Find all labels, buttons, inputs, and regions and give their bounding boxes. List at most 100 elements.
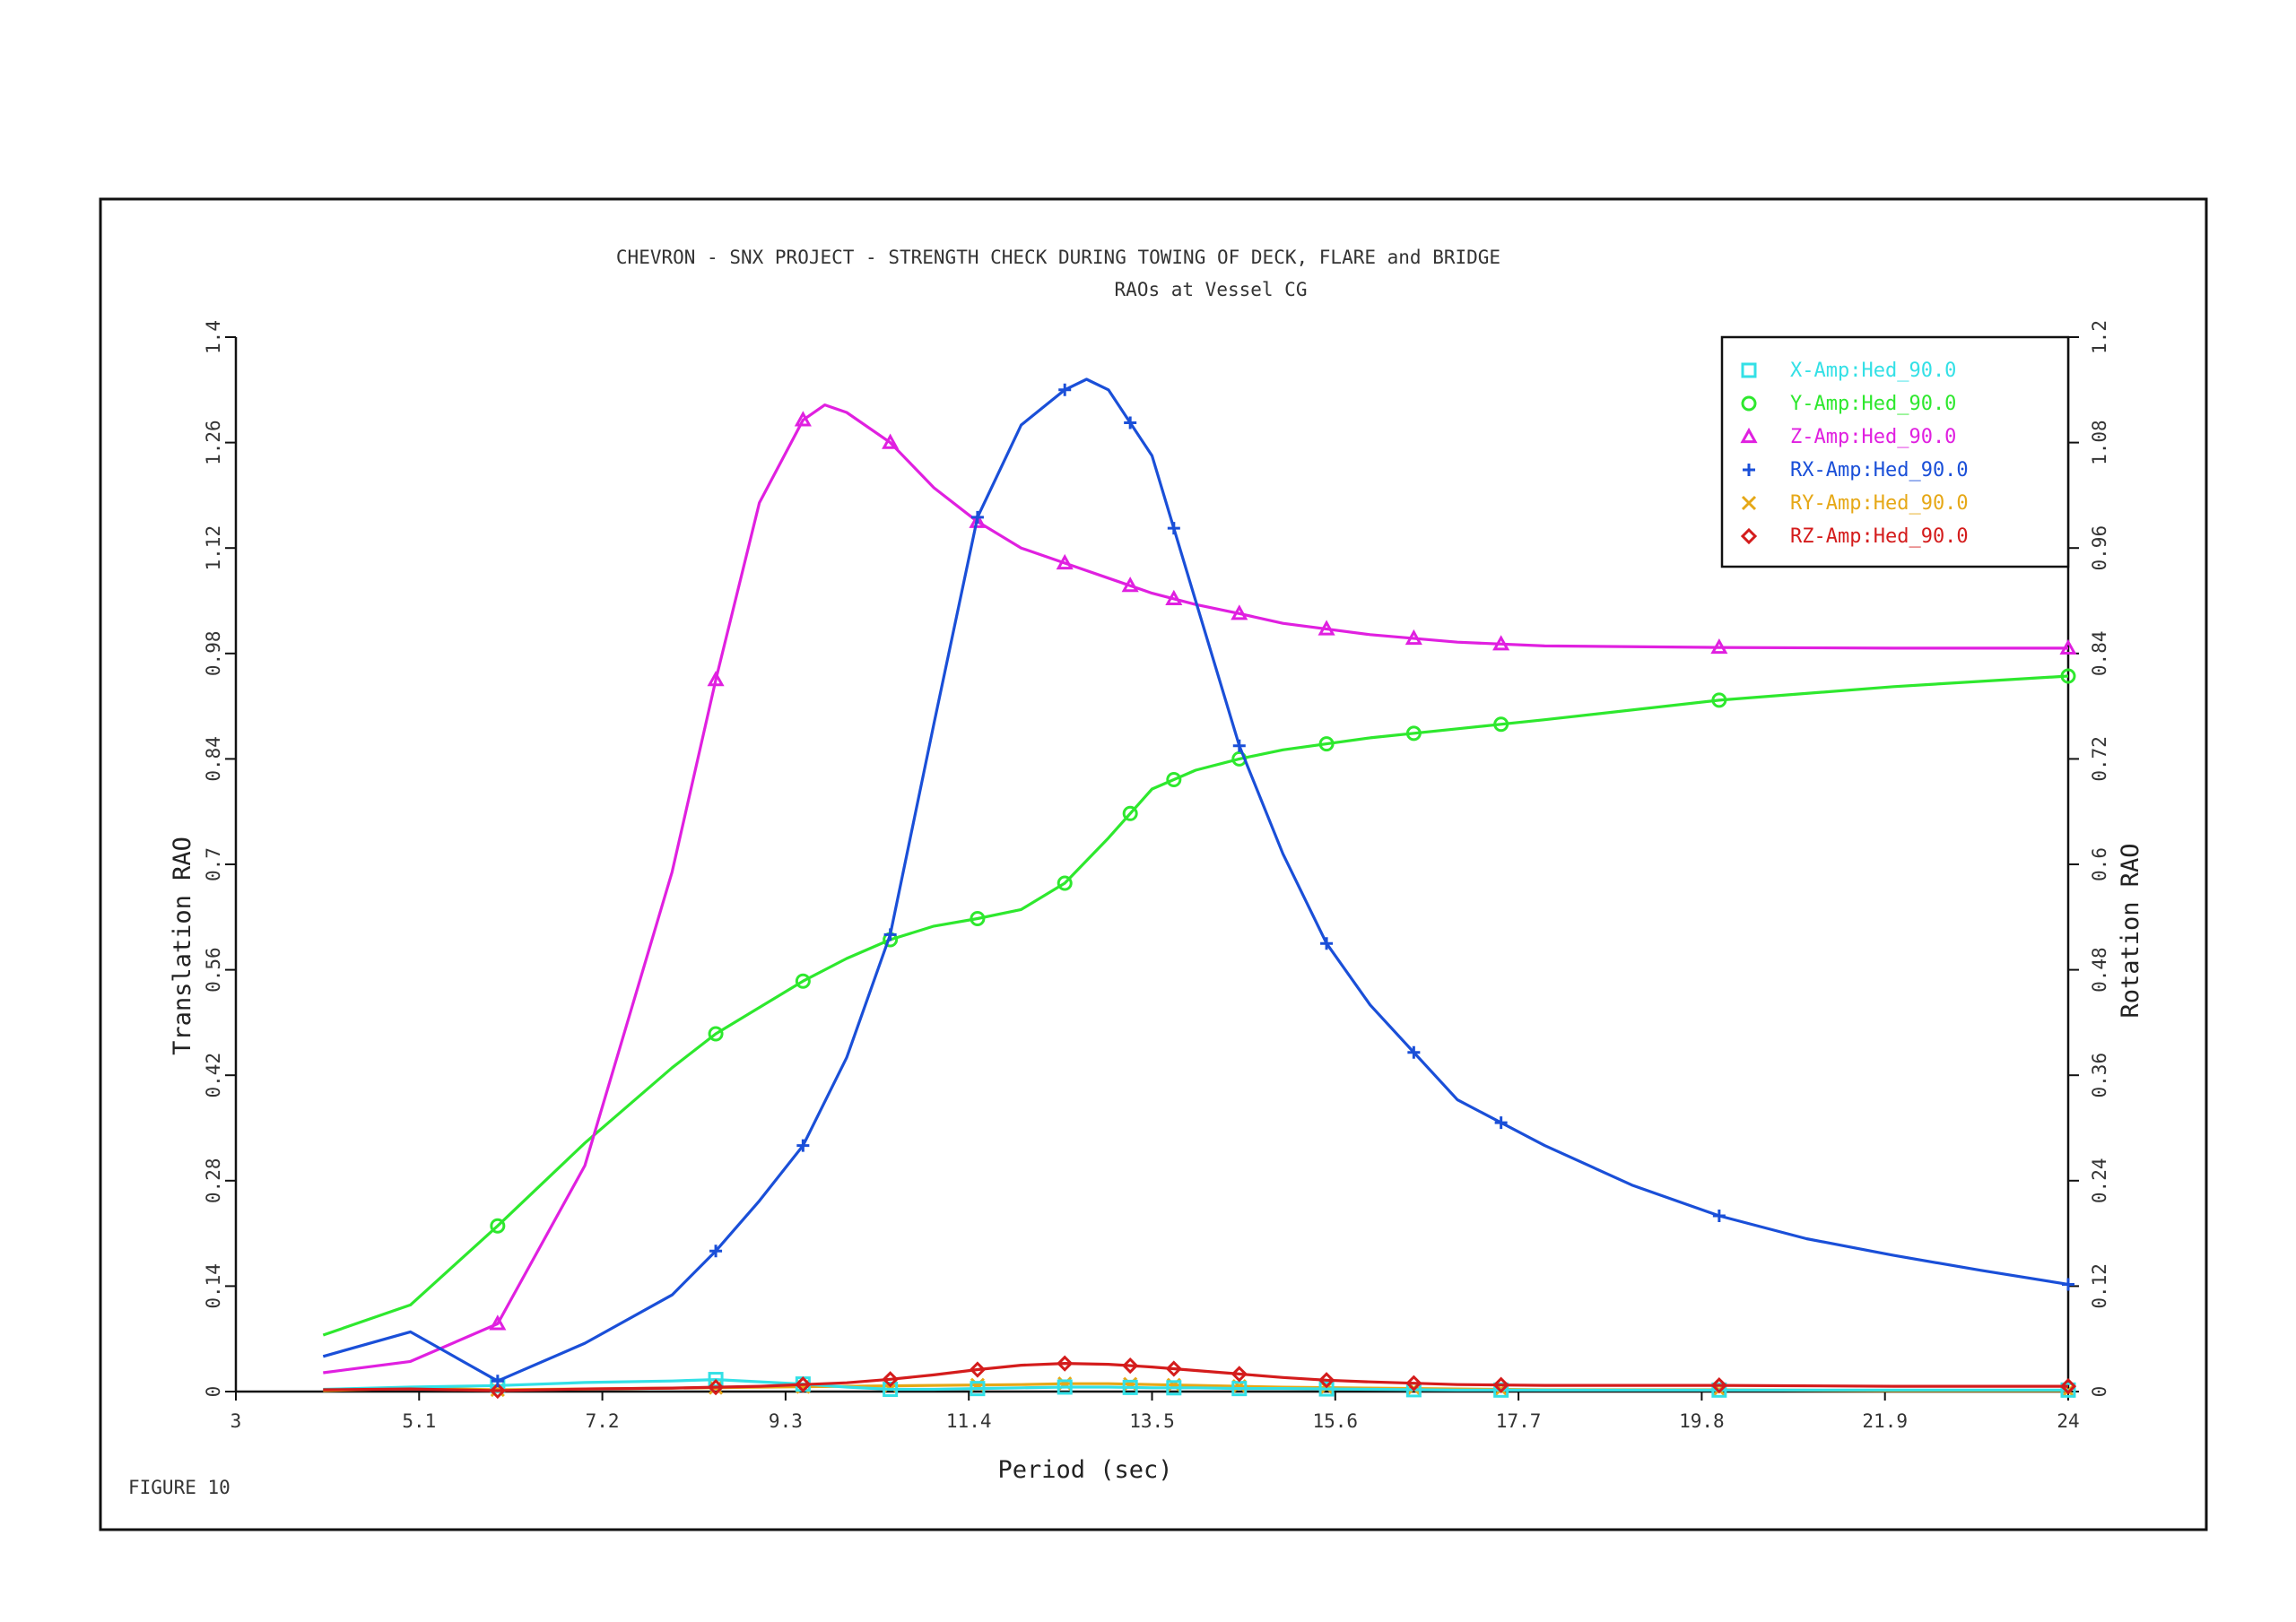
y2-tick-label: 0.96 (2089, 525, 2110, 571)
series-line (323, 403, 2068, 1375)
y-tick-label: 0.14 (203, 1263, 224, 1309)
series-marker (1231, 604, 1248, 620)
legend-entry: RX-Amp:Hed_90.0 (1790, 459, 1969, 481)
y-tick-label: 0.42 (203, 1053, 224, 1098)
y-tick-group: 0 0.14 0.28 0.42 0.56 0.7 0.84 0.98 1.12 1.26 1.4 (203, 320, 236, 1397)
series-marker (490, 1218, 506, 1234)
series-marker (1492, 635, 1510, 651)
series-marker (2059, 1377, 2077, 1395)
x-tick-group: 3 5.1 7.2 9.3 11.4 13.5 15.6 17.7 19.8 21.9 24 (230, 1392, 2080, 1432)
y2-tick-label: 0.84 (2089, 631, 2110, 677)
y-tick-label: 0.7 (203, 847, 224, 881)
series-rz-amp-hed-90-0 (323, 1355, 2077, 1400)
legend-entry: RY-Amp:Hed_90.0 (1790, 492, 1969, 515)
x-tick-label: 11.4 (946, 1410, 992, 1432)
series-marker (1167, 522, 1180, 535)
series-marker (1493, 716, 1509, 733)
series-marker (1407, 1045, 1421, 1059)
series-marker (1057, 1379, 1073, 1395)
legend-marker-square (1741, 362, 1757, 378)
chart-subtitle: RAOs at Vessel CG (1115, 279, 1308, 300)
series-marker (1710, 638, 1728, 655)
legend-marker-triangle (1740, 427, 1758, 444)
figure-frame (99, 197, 2208, 1531)
y2-tick-label: 0.36 (2089, 1053, 2110, 1098)
legend-entry: Y-Amp:Hed_90.0 (1790, 393, 1956, 415)
series-marker (970, 1381, 986, 1397)
series-marker (1231, 1381, 1248, 1397)
series-marker (1710, 1377, 1727, 1394)
x-tick-label: 17.7 (1496, 1410, 1542, 1432)
series-marker (969, 512, 987, 528)
series-line (322, 674, 2069, 1337)
series-marker (883, 1381, 899, 1397)
y2-tick-label: 0.48 (2089, 947, 2110, 993)
legend: X-Amp:Hed_90.0 Y-Amp:Hed_90.0 Z-Amp:Hed_90… (1720, 335, 2070, 568)
y2-tick-label: 0.72 (2089, 736, 2110, 782)
y2-tick-label: 1.08 (2089, 420, 2110, 465)
series-marker (1405, 1375, 1422, 1392)
series-marker (1122, 805, 1138, 821)
series-marker (1712, 1210, 1726, 1222)
series-marker (707, 1378, 725, 1396)
series-line (322, 377, 2069, 1383)
y2-tick-label: 0.6 (2089, 847, 2110, 881)
series-marker (1231, 1366, 1248, 1383)
figure-label: FIGURE 10 (128, 1477, 230, 1498)
y-tick-label: 0.84 (203, 736, 224, 782)
x-tick-label: 19.8 (1679, 1410, 1725, 1432)
y2-axis-label: Rotation RAO (2117, 843, 2144, 1018)
series-layer (322, 377, 2077, 1400)
series-marker (1166, 772, 1182, 787)
series-line (323, 1361, 2068, 1392)
y-tick-label: 0.28 (203, 1158, 224, 1204)
series-marker (1320, 937, 1334, 950)
series-marker (970, 910, 986, 926)
legend-marker-plus (1743, 464, 1755, 476)
chart-title: CHEVRON - SNX PROJECT - STRENGTH CHECK D… (616, 247, 1500, 268)
x-tick-label: 9.3 (769, 1410, 803, 1432)
series-marker (1318, 620, 1335, 636)
x-tick-label: 3 (230, 1410, 242, 1432)
series-marker (1166, 1380, 1182, 1396)
series-marker (1405, 629, 1422, 646)
series-marker (2060, 1382, 2076, 1398)
series-marker (489, 1382, 506, 1400)
x-tick-label: 7.2 (586, 1410, 620, 1432)
series-marker (969, 1361, 987, 1378)
y-tick-label: 0.56 (203, 947, 224, 993)
series-marker (2062, 1278, 2074, 1291)
x-axis-label: Period (sec) (997, 1456, 1172, 1484)
series-marker (882, 433, 900, 449)
series-marker (709, 1245, 723, 1258)
legend-marker-cross (1741, 495, 1757, 511)
series-marker (970, 510, 984, 524)
series-marker (491, 1375, 504, 1388)
series-marker (795, 1376, 812, 1393)
series-marker (708, 1026, 724, 1042)
series-marker (883, 928, 897, 941)
y-tick-label: 0 (203, 1386, 224, 1398)
legend-box (1720, 335, 2070, 568)
series-line (323, 1377, 2068, 1392)
series-marker (489, 1314, 507, 1331)
y-axis-label: Translation RAO (169, 837, 196, 1055)
series-marker (1058, 383, 1072, 396)
series-marker (1318, 736, 1335, 752)
series-marker (1165, 589, 1183, 605)
x-tick-label: 21.9 (1862, 1410, 1908, 1432)
legend-entry: X-Amp:Hed_90.0 (1790, 360, 1956, 382)
x-tick-label: 5.1 (402, 1410, 436, 1432)
series-marker (1405, 725, 1422, 742)
series-marker (1711, 692, 1727, 708)
legend-entry: Z-Amp:Hed_90.0 (1790, 426, 1956, 448)
series-z-amp-hed-90-0 (323, 403, 2077, 1375)
series-marker (1318, 1372, 1335, 1389)
series-marker (1232, 739, 1246, 752)
series-marker (1711, 1382, 1727, 1398)
legend-entry: RZ-Amp:Hed_90.0 (1790, 525, 1969, 548)
series-marker (2060, 668, 2076, 684)
y2-tick-label: 1.2 (2089, 320, 2110, 354)
series-marker (796, 1139, 810, 1152)
